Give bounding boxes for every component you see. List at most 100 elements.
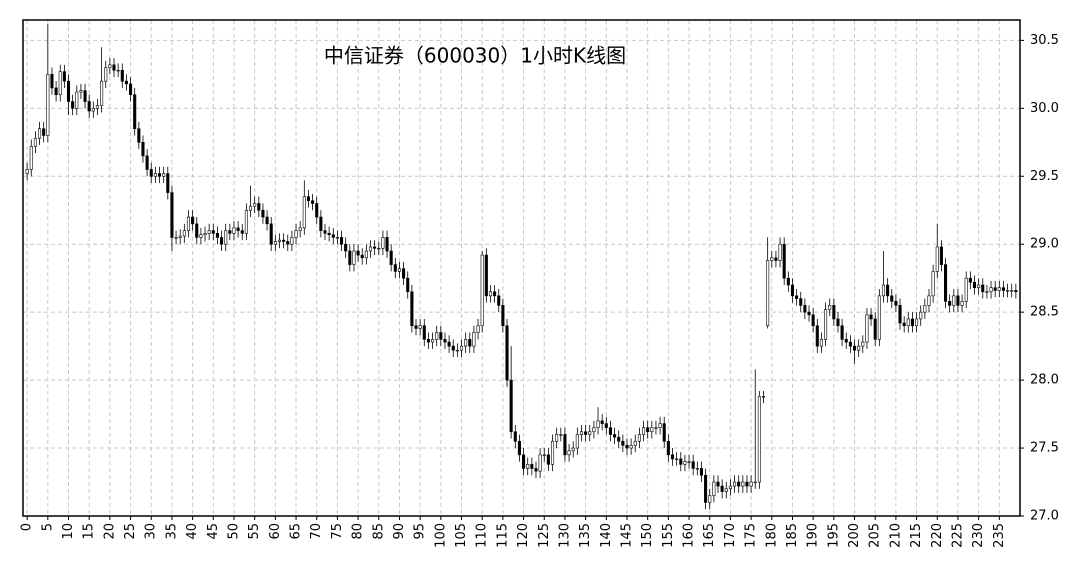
candle-body — [608, 427, 612, 435]
candle-body — [530, 464, 534, 469]
candle-body — [294, 230, 298, 238]
candle-body — [666, 440, 670, 456]
x-tick-label: 185 — [785, 523, 800, 548]
x-tick-label: 90 — [392, 523, 407, 540]
x-tick-label: 50 — [226, 523, 241, 540]
candle-body — [819, 339, 823, 347]
candle-body — [828, 305, 832, 310]
x-tick-label: 130 — [557, 523, 572, 548]
candle-body — [368, 246, 373, 252]
candle-body — [687, 461, 691, 463]
candle-body — [811, 314, 815, 327]
candle-body — [629, 445, 633, 449]
candle-body — [844, 339, 848, 343]
candle-body — [1001, 287, 1005, 291]
x-tick-label: 10 — [61, 523, 76, 540]
candle-body — [534, 468, 538, 472]
candle-body — [149, 169, 153, 177]
x-tick-label: 95 — [413, 523, 428, 540]
candle-body — [137, 128, 141, 143]
candle-body — [613, 434, 617, 438]
candle-body — [220, 237, 224, 245]
candle-body — [675, 458, 679, 461]
grid — [23, 20, 1020, 517]
candle-body — [360, 254, 364, 259]
candle-body — [621, 440, 625, 446]
x-tick-label: 155 — [661, 523, 676, 548]
x-tick-label: 230 — [971, 523, 986, 548]
candle-body — [695, 468, 699, 470]
candle-body — [931, 271, 935, 297]
candle-body — [538, 454, 542, 472]
candle-body — [248, 205, 253, 211]
x-tick-label: 110 — [475, 523, 490, 548]
candle-body — [145, 155, 149, 170]
candle-body — [761, 396, 766, 398]
candle-body — [716, 481, 720, 487]
candle-body — [633, 440, 637, 446]
candle-body — [447, 341, 451, 347]
candle-body — [832, 305, 836, 320]
candle-body — [240, 230, 244, 234]
y-tick-label: 28.5 — [1030, 305, 1059, 320]
candle-body — [464, 339, 468, 347]
x-tick-label: 190 — [806, 523, 821, 548]
candle-body — [720, 485, 724, 492]
candle-body — [207, 230, 211, 234]
x-tick-label: 80 — [351, 523, 366, 540]
candle-body — [679, 458, 683, 465]
candle-body — [977, 284, 981, 289]
candle-body — [402, 268, 406, 279]
y-tick-label: 27.5 — [1030, 441, 1059, 456]
candle-body — [381, 237, 385, 249]
candle-body — [480, 254, 484, 327]
x-tick-label: 65 — [289, 523, 304, 540]
x-tick-label: 85 — [371, 523, 386, 540]
candle-body — [728, 485, 732, 490]
candle-body — [232, 227, 236, 234]
candle-body — [799, 298, 803, 306]
candle-body — [898, 305, 902, 324]
candle-body — [584, 431, 588, 435]
candle-body — [745, 481, 749, 487]
candle-body — [389, 250, 393, 265]
candle-body — [38, 128, 42, 139]
candle-body — [952, 295, 956, 306]
candle-body — [104, 67, 108, 82]
candle-body — [865, 314, 869, 343]
x-tick-label: 225 — [950, 523, 965, 548]
candle-body — [306, 196, 310, 202]
candles — [25, 24, 1018, 510]
x-tick-label: 5 — [40, 523, 55, 531]
candle-body — [364, 250, 368, 259]
x-tick-label: 135 — [578, 523, 593, 548]
candle-body — [691, 461, 695, 469]
candle-body — [948, 300, 952, 306]
candle-body — [766, 260, 770, 327]
x-tick-label: 55 — [247, 523, 262, 540]
candle-body — [42, 128, 46, 136]
x-tick-label: 140 — [599, 523, 614, 548]
x-tick-label: 170 — [723, 523, 738, 548]
candle-body — [87, 101, 91, 112]
x-tick-label: 205 — [868, 523, 883, 548]
candle-body — [550, 440, 555, 465]
x-tick-label: 40 — [185, 523, 200, 540]
x-tick-label: 200 — [847, 523, 862, 548]
candle-body — [273, 241, 277, 245]
x-tick-label: 60 — [268, 523, 283, 540]
candle-body — [186, 216, 191, 231]
candle-body — [753, 481, 757, 484]
candle-body — [79, 90, 83, 93]
candle-body — [100, 80, 104, 106]
candle-body — [497, 295, 501, 306]
candle-body — [770, 257, 774, 261]
y-tick-label: 28.0 — [1030, 373, 1059, 388]
candle-body — [708, 495, 712, 503]
candle-body — [662, 423, 666, 442]
candle-body — [393, 264, 397, 272]
candle-body — [972, 281, 977, 289]
candle-body — [807, 311, 811, 316]
x-tick-label: 165 — [702, 523, 717, 548]
candle-body — [741, 481, 745, 487]
